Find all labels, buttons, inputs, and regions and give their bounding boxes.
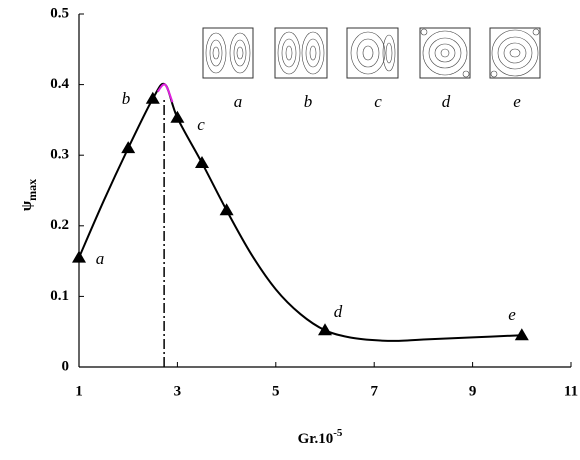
insets [202, 27, 541, 79]
triangle-marker [145, 91, 160, 104]
y-tick-label: 0.3 [50, 147, 69, 163]
inset-label: d [442, 92, 451, 111]
x-label-main: Gr.10 [298, 431, 334, 447]
inset-a [202, 27, 254, 79]
triangle-marker [121, 141, 136, 154]
point-label: c [197, 115, 205, 134]
y-tick-label: 0 [62, 358, 70, 374]
point-label: a [96, 249, 105, 268]
inset-b [274, 27, 328, 79]
x-tick-label: 1 [75, 383, 83, 399]
inset-d [419, 27, 471, 79]
y-tick-label: 0.5 [50, 5, 69, 21]
x-label-sup: -5 [333, 427, 343, 439]
y-tick-label: 0.1 [50, 288, 69, 304]
inset-label: b [304, 92, 313, 111]
triangle-marker [72, 250, 86, 263]
x-tick-label: 7 [370, 383, 378, 399]
y-tick-label: 0.4 [50, 76, 69, 92]
y-label-main: ψ [19, 200, 35, 211]
inset-label: a [234, 92, 243, 111]
y-axis-label: ψmax [19, 179, 38, 211]
y-label-sub: max [25, 179, 39, 201]
inset-label: c [374, 92, 382, 111]
point-label: b [122, 89, 131, 108]
triangle-marker [195, 155, 209, 168]
curve [78, 82, 522, 342]
inset-c [346, 27, 399, 79]
x-tick-label: 5 [272, 383, 280, 399]
inset-e [489, 27, 541, 79]
y-tick-label: 0.2 [50, 217, 69, 233]
x-tick-label: 11 [564, 383, 578, 399]
triangle-marker [170, 110, 185, 123]
inset-label: e [513, 92, 521, 111]
triangle-marker [219, 203, 234, 216]
point-label: d [334, 302, 343, 321]
x-axis-label: Gr.10-5 [298, 427, 343, 448]
point-label: e [508, 305, 516, 324]
curve [156, 83, 174, 103]
triangle-marker [514, 328, 529, 341]
x-tick-label: 9 [469, 383, 477, 399]
triangle-marker [318, 323, 332, 336]
x-tick-label: 3 [174, 383, 182, 399]
